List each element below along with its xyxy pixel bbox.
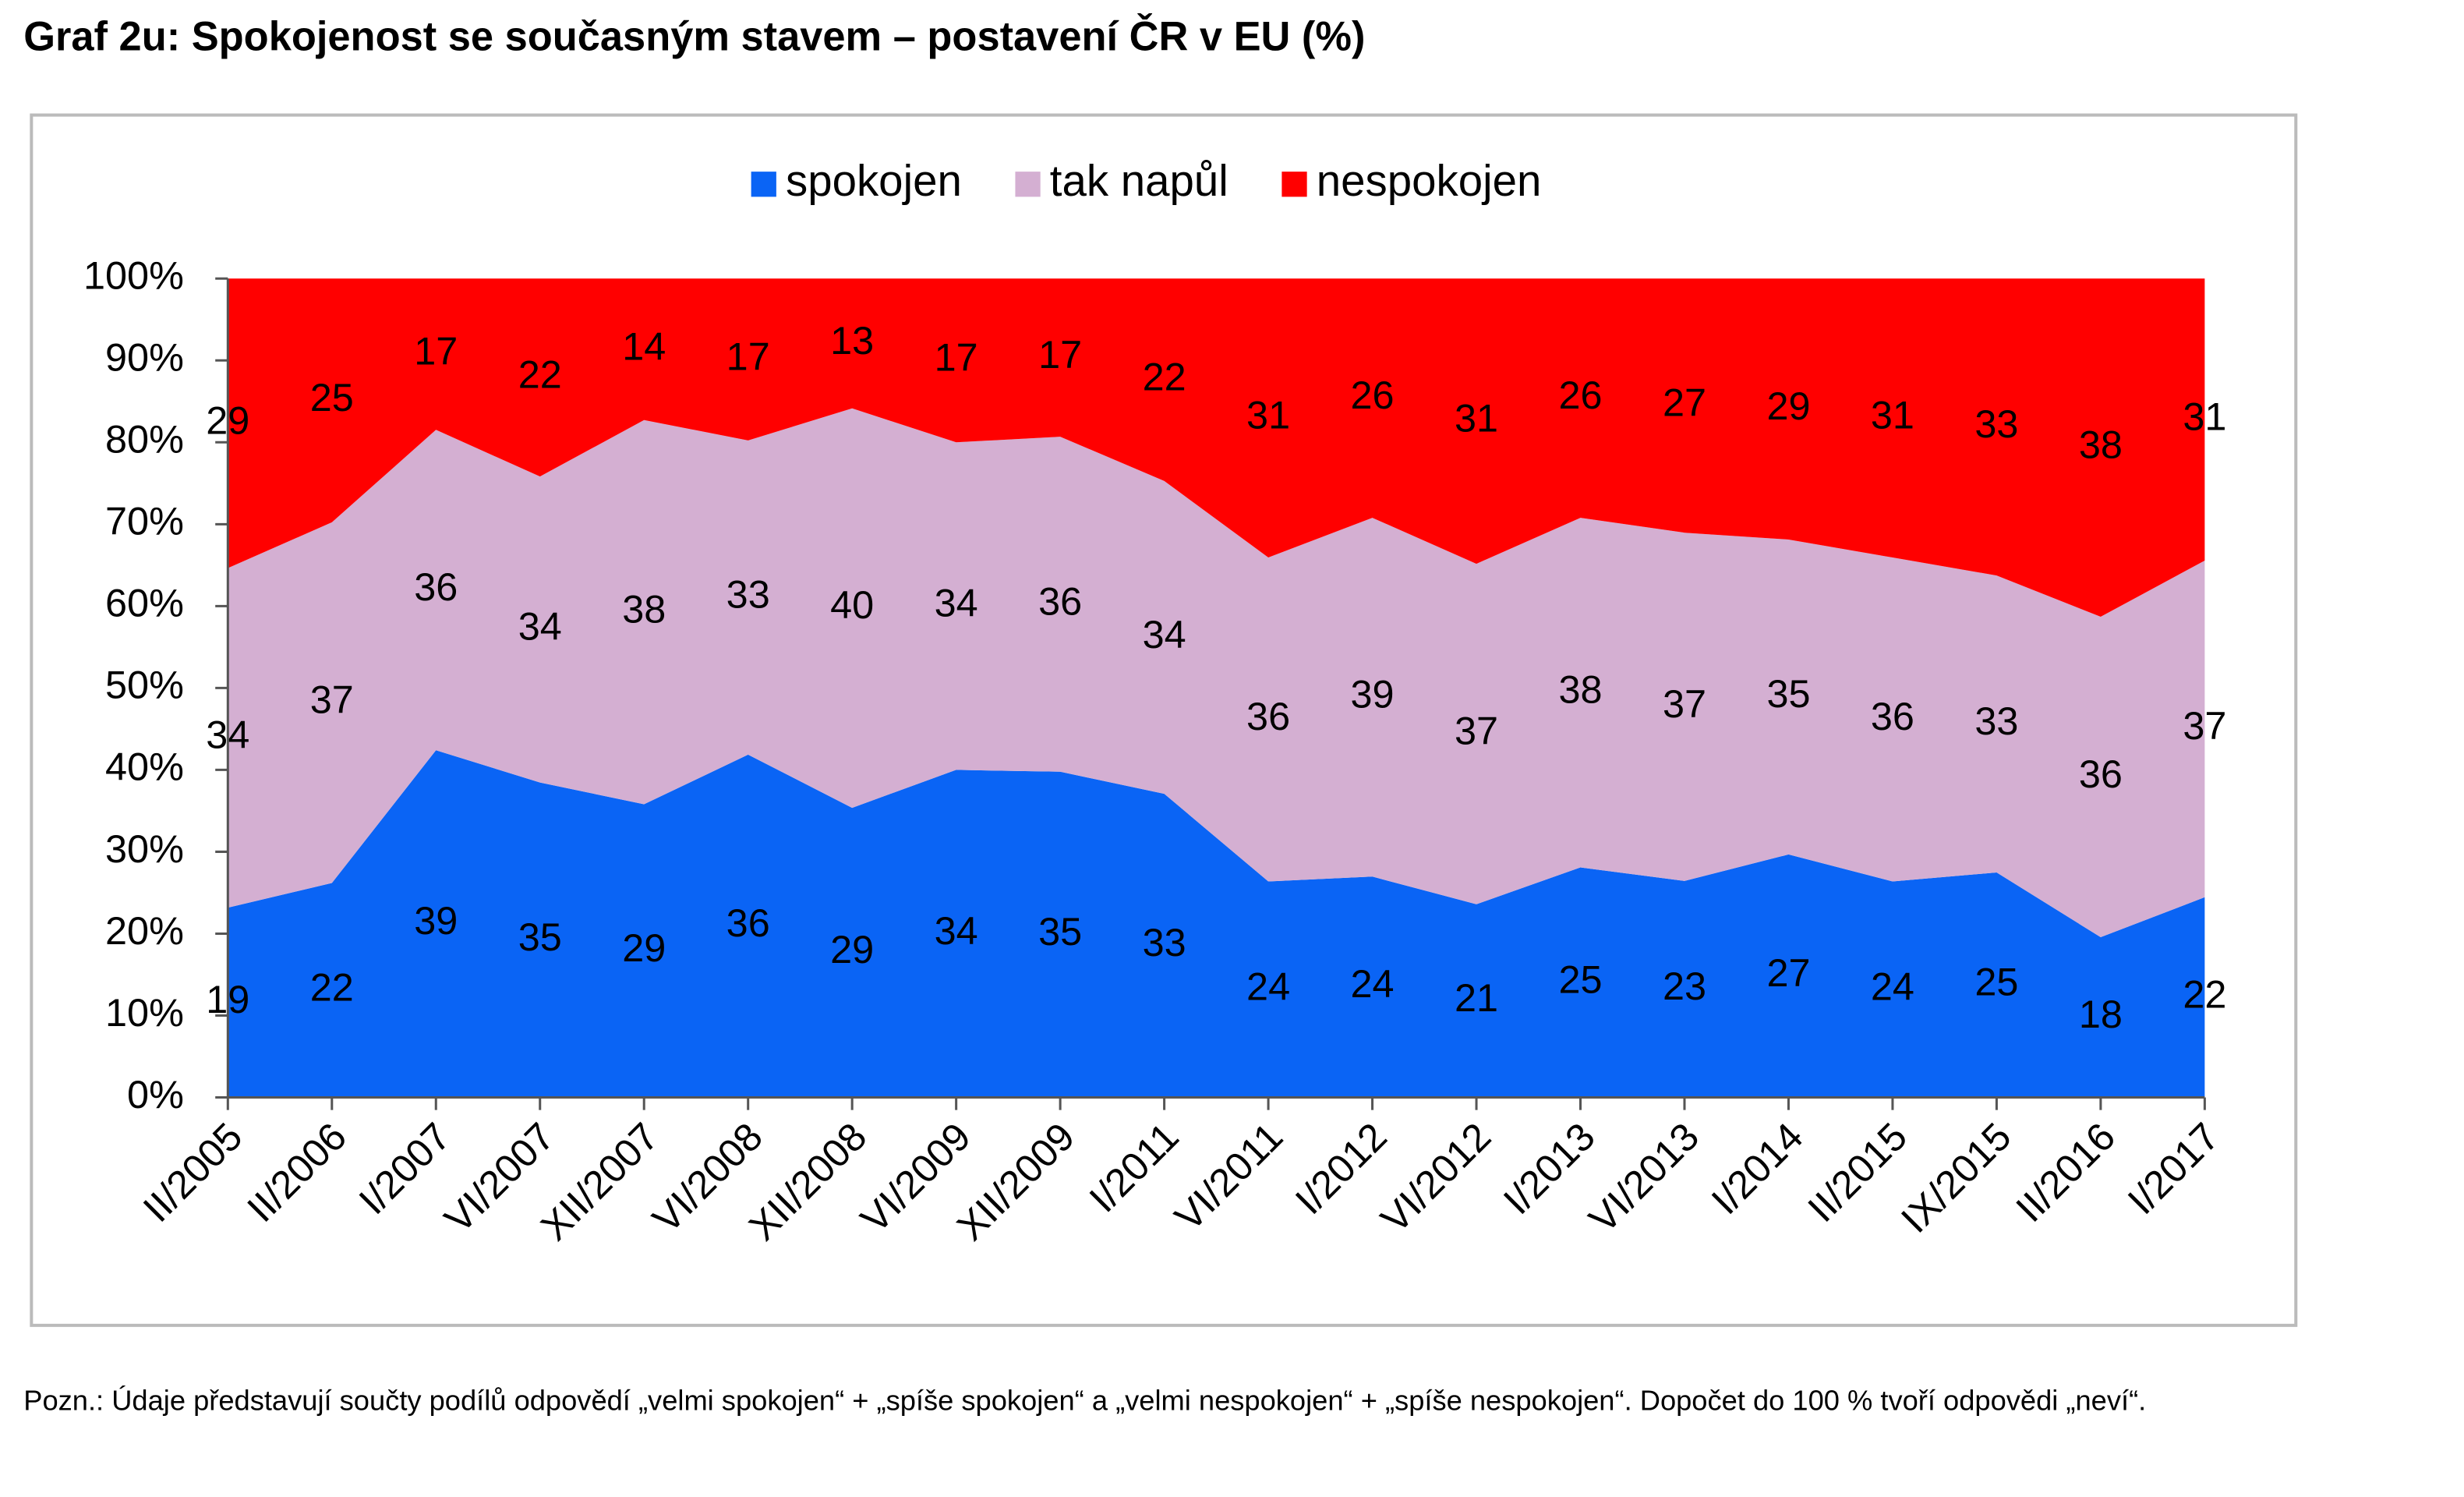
data-label: 34 [935, 908, 978, 953]
note-box: Pozn.: Údaje představují součty podílů o… [23, 1385, 2147, 1417]
y-tick-label: 40% [105, 745, 184, 789]
data-label: 17 [414, 329, 458, 373]
data-label: 25 [1974, 960, 2018, 1004]
legend-swatch [1015, 172, 1041, 197]
y-tick-label: 0% [127, 1072, 184, 1117]
data-label: 31 [1871, 392, 1914, 437]
data-label: 36 [414, 564, 458, 609]
data-label: 22 [518, 352, 562, 397]
data-label: 22 [2183, 971, 2226, 1016]
data-label: 17 [935, 335, 978, 380]
data-label: 21 [1455, 975, 1498, 1020]
data-label: 27 [1766, 950, 1810, 995]
legend-label: nespokojen [1317, 156, 1542, 205]
note: Pozn.: Údaje představují součty podílů o… [23, 1385, 2147, 1417]
data-label: 35 [1038, 909, 1082, 954]
data-label: 18 [2079, 992, 2123, 1036]
data-label: 35 [1766, 671, 1810, 716]
data-label: 33 [726, 572, 770, 617]
data-label: 36 [1246, 694, 1290, 738]
y-tick-label: 10% [105, 990, 184, 1035]
data-label: 25 [1558, 957, 1602, 1001]
data-label: 39 [414, 898, 458, 943]
data-label: 39 [1351, 671, 1395, 716]
data-label: 34 [935, 581, 978, 625]
data-label: 25 [310, 375, 354, 419]
data-label: 36 [1871, 694, 1914, 738]
y-tick-label: 90% [105, 335, 184, 380]
data-label: 13 [830, 318, 874, 363]
data-label: 36 [1038, 579, 1082, 623]
chart-title: Graf 2u: Spokojenost se současným stavem… [23, 14, 1365, 60]
data-label: 33 [1974, 699, 2018, 743]
data-label: 29 [622, 925, 666, 970]
data-label: 38 [622, 586, 666, 631]
data-label: 37 [310, 677, 354, 721]
data-label: 17 [726, 334, 770, 378]
data-label: 29 [830, 927, 874, 971]
y-tick-label: 80% [105, 417, 184, 462]
data-label: 33 [1143, 920, 1186, 964]
data-label: 33 [1974, 402, 2018, 446]
data-label: 23 [1663, 964, 1706, 1008]
data-label: 22 [1143, 354, 1186, 398]
data-label: 35 [518, 915, 562, 959]
data-label: 37 [1455, 709, 1498, 753]
data-label: 37 [2183, 703, 2226, 748]
data-label: 34 [518, 604, 562, 649]
data-label: 22 [310, 964, 354, 1009]
data-label: 31 [1455, 395, 1498, 440]
data-label: 29 [1766, 384, 1810, 428]
data-label: 37 [1663, 681, 1706, 726]
y-tick-label: 60% [105, 581, 184, 625]
data-label: 38 [1558, 667, 1602, 712]
legend-swatch [1281, 172, 1307, 197]
legend-swatch [751, 172, 776, 197]
legend-label: spokojen [786, 156, 962, 205]
data-label: 38 [2079, 422, 2123, 466]
data-label: 26 [1558, 373, 1602, 417]
data-label: 26 [1351, 373, 1395, 417]
y-tick-label: 20% [105, 908, 184, 953]
legend-label: tak napůl [1050, 156, 1228, 205]
area [228, 750, 2205, 1098]
data-label: 40 [830, 582, 874, 627]
data-label: 17 [1038, 332, 1082, 377]
data-label: 24 [1351, 961, 1395, 1006]
area [228, 278, 2205, 618]
data-label: 31 [1246, 392, 1290, 437]
data-label: 24 [1871, 964, 1914, 1008]
data-label: 36 [726, 901, 770, 945]
data-label: 36 [2079, 752, 2123, 796]
y-tick-label: 50% [105, 663, 184, 707]
y-tick-label: 30% [105, 826, 184, 871]
area [228, 408, 2205, 938]
data-label: 24 [1246, 964, 1290, 1008]
y-tick-label: 100% [83, 253, 184, 298]
y-tick-label: 70% [105, 499, 184, 543]
data-label: 27 [1663, 380, 1706, 425]
data-label: 34 [1143, 612, 1186, 656]
data-label: 14 [622, 324, 666, 368]
data-label: 31 [2183, 394, 2226, 438]
